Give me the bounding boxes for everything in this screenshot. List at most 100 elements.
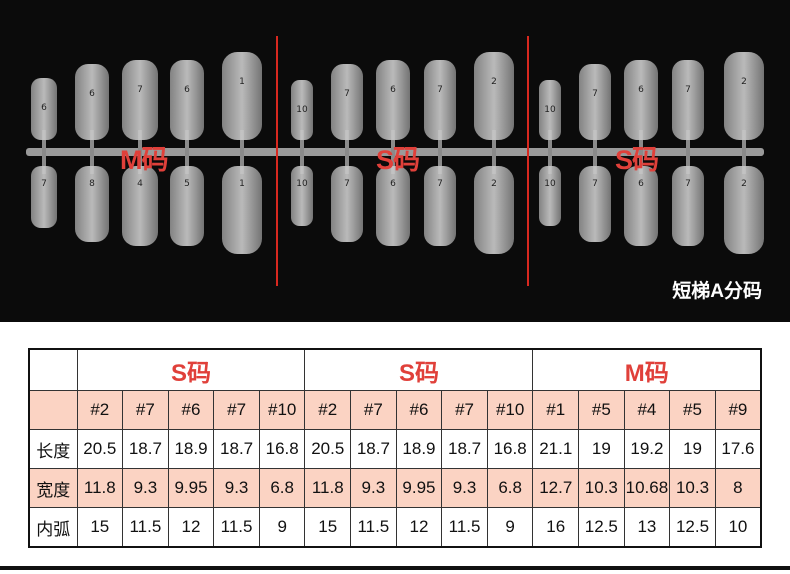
size-cell: #6	[167, 390, 215, 430]
nail-number-label: 10	[544, 179, 556, 189]
nail-number-label: 6	[638, 179, 644, 189]
nail-tip-bottom	[672, 166, 704, 246]
value-cell: 16.8	[486, 429, 534, 469]
runner-stem	[492, 130, 496, 174]
size-cell: #4	[623, 390, 671, 430]
nail-number-label: 10	[544, 105, 556, 115]
nail-number-label: 8	[89, 179, 95, 189]
nail-number-label: 7	[592, 89, 598, 99]
value-cell: 10	[714, 507, 762, 548]
nail-number-label: 7	[592, 179, 598, 189]
nail-tip-top	[222, 52, 262, 140]
value-cell: 12.5	[669, 507, 716, 548]
value-cell: 18.7	[350, 429, 397, 469]
value-cell: 11.5	[441, 507, 488, 548]
nail-tip-top	[331, 64, 363, 140]
runner-stem	[240, 130, 244, 174]
value-cell: 6.8	[486, 468, 534, 508]
nail-tips-illustration: 6 7 6 8 7 4 6 5 1 1 10 10 7 7 6 6 7 7 2 2 10 10 7 7 6 6 7 7 2 2	[26, 52, 764, 254]
value-cell: 12	[395, 507, 443, 548]
value-cell: 9.3	[441, 468, 488, 508]
size-cell: #2	[304, 390, 352, 430]
runner-stem	[686, 130, 690, 174]
runner-stem	[639, 130, 643, 174]
runner-stem	[138, 130, 142, 174]
value-cell: 18.9	[167, 429, 215, 469]
value-cell: 9.95	[167, 468, 215, 508]
nail-tip-top	[31, 78, 57, 140]
size-cell: #6	[395, 390, 443, 430]
value-cell: 11.5	[122, 507, 169, 548]
nail-number-label: 6	[89, 89, 95, 99]
nail-number-label: 6	[41, 103, 47, 113]
size-cell: #10	[258, 390, 306, 430]
group-header-m: M码	[532, 348, 762, 391]
value-cell: 16.8	[258, 429, 306, 469]
nail-tip-top	[75, 64, 109, 140]
nail-tip-bottom	[170, 166, 204, 246]
runner-stem	[593, 130, 597, 174]
size-label-s-2: S码	[615, 145, 659, 175]
table-row-length: 长度 20.5 18.7 18.9 18.7 16.8 20.5 18.7 18.9 18.7 1…	[28, 429, 762, 469]
row-label-width: 宽度	[28, 468, 78, 508]
nail-number-label: 5	[184, 179, 190, 189]
nail-number-label: 4	[137, 179, 143, 189]
nail-tip-top	[291, 80, 313, 140]
size-label-m: M码	[120, 145, 168, 175]
table-row-width: 宽度 11.8 9.3 9.95 9.3 6.8 11.8 9.3 9.95 9.3 6.8 12.…	[28, 468, 762, 508]
nail-tip-bottom	[222, 166, 262, 254]
value-cell: 11.5	[213, 507, 260, 548]
runner-stem	[438, 130, 442, 174]
runner-stem	[548, 130, 552, 174]
nail-number-label: 2	[491, 77, 497, 87]
nail-tip-bottom	[579, 166, 611, 242]
size-cell: #7	[213, 390, 260, 430]
runner-stem	[42, 130, 46, 174]
value-cell: 10.3	[578, 468, 625, 508]
nail-tip-bottom	[724, 166, 764, 254]
value-cell: 18.9	[395, 429, 443, 469]
value-cell: 12.5	[578, 507, 625, 548]
nail-tips-photo: 6 7 6 8 7 4 6 5 1 1 10 10 7 7 6 6 7 7 2 2 10 10 7 7 6 6 7 7 2 2 M码 S码…	[0, 0, 790, 322]
value-cell: 19.2	[623, 429, 671, 469]
value-cell: 17.6	[714, 429, 762, 469]
value-cell: 18.7	[441, 429, 488, 469]
value-cell: 11.8	[76, 468, 124, 508]
size-cell: #5	[669, 390, 716, 430]
runner-stem	[345, 130, 349, 174]
value-cell: 20.5	[76, 429, 124, 469]
nail-tip-top	[624, 60, 658, 140]
nail-number-label: 7	[437, 179, 443, 189]
runner-stem	[185, 130, 189, 174]
value-cell: 15	[304, 507, 352, 548]
value-cell: 9.95	[395, 468, 443, 508]
size-row-label-cell	[28, 390, 78, 430]
nail-number-label: 10	[296, 105, 308, 115]
table-size-row: #2 #7 #6 #7 #10 #2 #7 #6 #7 #10 #1 #5 #4 #5 #9	[28, 390, 762, 430]
nail-number-label: 7	[685, 85, 691, 95]
size-label-s-1: S码	[376, 145, 420, 175]
value-cell: 11.5	[350, 507, 397, 548]
size-cell: #10	[486, 390, 534, 430]
value-cell: 12.7	[532, 468, 580, 508]
size-cell: #7	[350, 390, 397, 430]
bottom-border	[0, 566, 790, 570]
group-header-s-2: S码	[304, 348, 534, 391]
runner-stem	[742, 130, 746, 174]
size-cell: #7	[122, 390, 169, 430]
nail-tip-bottom	[424, 166, 456, 246]
nail-tip-top	[672, 60, 704, 140]
nail-tip-bottom	[474, 166, 514, 254]
nail-number-label: 6	[638, 85, 644, 95]
row-label-curve: 内弧	[28, 507, 78, 548]
value-cell: 20.5	[304, 429, 352, 469]
nail-number-label: 7	[685, 179, 691, 189]
value-cell: 9.3	[213, 468, 260, 508]
nail-tip-bottom	[291, 166, 313, 226]
value-cell: 15	[76, 507, 124, 548]
value-cell: 8	[714, 468, 762, 508]
nail-number-label: 10	[296, 179, 308, 189]
nail-number-label: 2	[741, 179, 747, 189]
photo-caption: 短梯A分码	[672, 281, 762, 302]
nail-number-label: 1	[239, 179, 245, 189]
